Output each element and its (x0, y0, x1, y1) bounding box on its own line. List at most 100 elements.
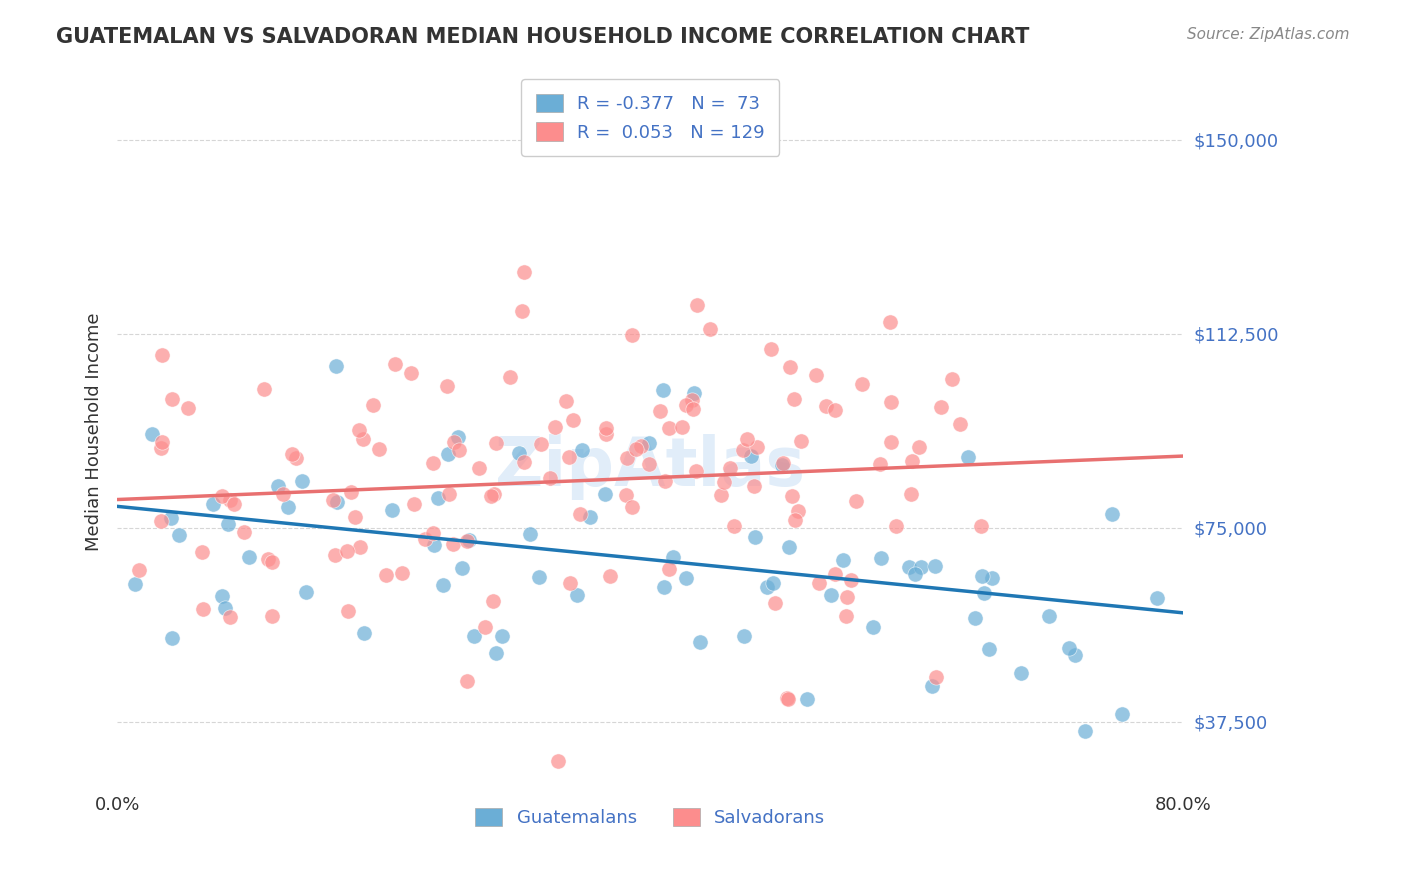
Point (519, 526, 541, 541)
Point (578, 509, 600, 524)
Point (284, 451, 307, 466)
Point (449, 443, 471, 458)
Point (217, 516, 239, 531)
Point (787, 504, 810, 518)
Point (780, 489, 803, 503)
Point (508, 445, 530, 459)
Point (544, 420, 567, 434)
Point (969, 519, 991, 533)
Point (675, 399, 697, 413)
Point (772, 456, 794, 470)
Point (565, 588, 588, 602)
Point (1146, 591, 1168, 605)
Point (513, 265, 536, 279)
Point (778, 691, 800, 706)
Point (443, 536, 465, 550)
Text: ZipAtlas: ZipAtlas (495, 434, 806, 500)
Point (437, 448, 460, 462)
Point (432, 578, 454, 592)
Point (124, 576, 146, 591)
Point (685, 464, 707, 478)
Point (349, 541, 371, 555)
Point (451, 561, 474, 575)
Point (422, 526, 444, 541)
Point (879, 434, 901, 449)
Point (593, 487, 616, 501)
Point (824, 402, 846, 417)
Point (325, 359, 347, 374)
Point (323, 548, 346, 562)
Point (150, 435, 173, 450)
Point (689, 635, 711, 649)
Point (322, 492, 344, 507)
Point (658, 421, 681, 435)
Point (1111, 706, 1133, 721)
Point (413, 532, 436, 546)
Point (456, 533, 478, 548)
Point (835, 591, 858, 605)
Point (621, 327, 644, 342)
Point (624, 442, 647, 457)
Point (614, 488, 637, 502)
Point (219, 493, 242, 508)
Point (222, 497, 245, 511)
Point (900, 486, 922, 500)
Point (637, 436, 659, 450)
Point (422, 456, 444, 470)
Point (1038, 608, 1060, 623)
Point (651, 384, 673, 398)
Point (671, 419, 693, 434)
Point (402, 497, 425, 511)
Point (921, 679, 943, 693)
Text: Source: ZipAtlas.com: Source: ZipAtlas.com (1187, 27, 1350, 42)
Point (555, 394, 578, 409)
Point (267, 478, 290, 492)
Point (762, 576, 785, 591)
Point (925, 670, 948, 684)
Point (271, 487, 294, 501)
Point (336, 544, 359, 558)
Point (845, 493, 868, 508)
Point (456, 673, 478, 688)
Point (485, 436, 508, 450)
Point (735, 432, 758, 446)
Point (973, 585, 995, 599)
Point (353, 626, 375, 640)
Point (620, 500, 643, 514)
Point (238, 549, 260, 564)
Point (807, 576, 830, 591)
Point (527, 570, 550, 584)
Point (675, 571, 697, 585)
Point (713, 475, 735, 489)
Point (368, 442, 391, 456)
Point (149, 514, 172, 528)
Point (381, 503, 404, 517)
Point (733, 630, 755, 644)
Point (281, 447, 304, 461)
Point (253, 382, 276, 396)
Point (740, 449, 762, 463)
Point (824, 566, 846, 581)
Point (1057, 640, 1080, 655)
Point (150, 348, 173, 362)
Point (908, 440, 931, 454)
Point (150, 441, 173, 455)
Point (783, 513, 806, 527)
Point (569, 507, 592, 521)
Point (630, 438, 652, 452)
Point (260, 555, 283, 569)
Point (344, 510, 367, 524)
Point (869, 457, 891, 471)
Point (941, 372, 963, 386)
Point (214, 601, 236, 615)
Point (336, 604, 359, 618)
Point (401, 367, 423, 381)
Point (652, 581, 675, 595)
Point (790, 434, 813, 448)
Point (232, 524, 254, 539)
Point (796, 691, 818, 706)
Point (457, 533, 479, 547)
Point (879, 315, 901, 329)
Point (763, 595, 786, 609)
Point (910, 560, 932, 574)
